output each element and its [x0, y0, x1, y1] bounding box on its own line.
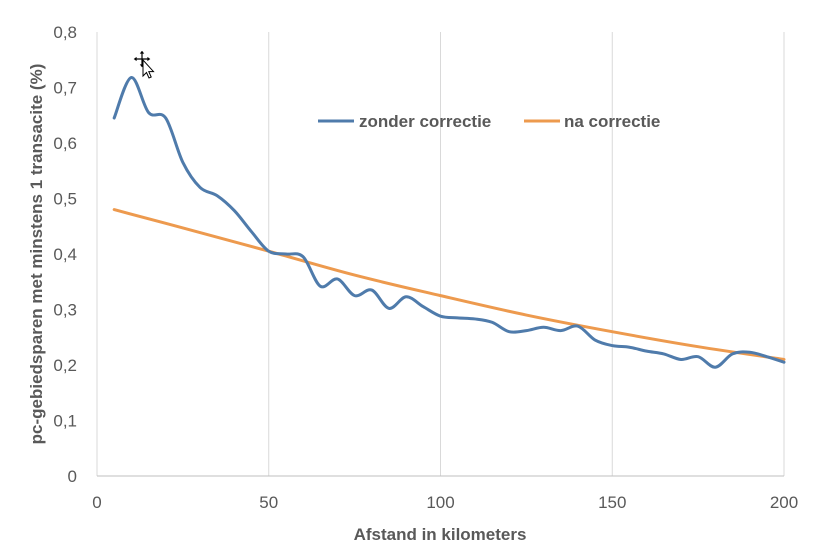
- move-cursor-icon: [132, 49, 155, 79]
- grid-lines: [96, 32, 785, 477]
- x-axis-ticks: 0 50 100 150 200: [92, 493, 798, 512]
- x-tick-label: 150: [598, 493, 626, 512]
- y-tick-label: 0,2: [53, 356, 77, 375]
- x-tick-label: 200: [770, 493, 798, 512]
- series-line-na-correctie: [112, 208, 786, 361]
- y-tick-label: 0,6: [53, 134, 77, 153]
- y-axis-title: pc-gebiedsparen met minstens 1 transacit…: [27, 64, 46, 445]
- series-layer: [112, 76, 786, 369]
- y-tick-label: 0,1: [53, 412, 77, 431]
- y-tick-label: 0: [68, 467, 77, 486]
- legend-label-na-correctie: na correctie: [564, 112, 660, 131]
- y-axis-ticks: 0 0,1 0,2 0,3 0,4 0,5 0,6 0,7 0,8: [53, 23, 77, 486]
- series-line-zonder-correctie: [112, 76, 786, 369]
- y-tick-label: 0,5: [53, 190, 77, 209]
- y-tick-label: 0,4: [53, 245, 77, 264]
- y-tick-label: 0,7: [53, 79, 77, 98]
- legend-label-zonder-correctie: zonder correctie: [359, 112, 491, 131]
- x-tick-label: 50: [259, 493, 278, 512]
- x-axis-title: Afstand in kilometers: [354, 525, 527, 544]
- legend: zonder correctie na correctie: [318, 112, 660, 131]
- y-tick-label: 0,3: [53, 301, 77, 320]
- y-tick-label: 0,8: [53, 23, 77, 42]
- x-tick-label: 100: [426, 493, 454, 512]
- x-tick-label: 0: [92, 493, 101, 512]
